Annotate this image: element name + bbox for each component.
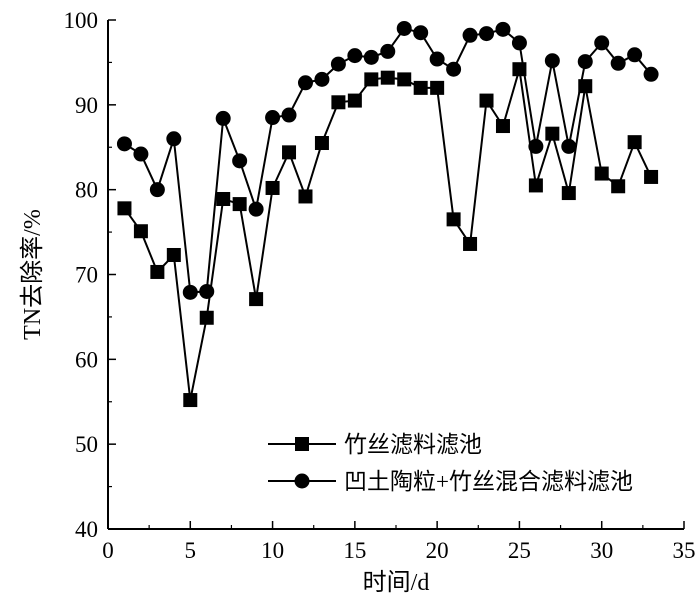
circle-point <box>265 110 281 126</box>
circle-point <box>330 56 346 72</box>
circle-point <box>363 49 379 65</box>
circle-point <box>594 35 610 51</box>
circle-point <box>149 182 165 198</box>
y-tick-label: 100 <box>64 8 99 33</box>
square-point <box>561 186 576 201</box>
x-tick-label: 5 <box>185 538 197 563</box>
y-tick-label: 80 <box>75 178 98 203</box>
square-point <box>216 191 231 206</box>
circle-point <box>281 107 297 123</box>
x-tick-label: 10 <box>261 538 284 563</box>
square-point <box>430 80 445 95</box>
circle-point <box>133 146 149 162</box>
square-point <box>594 166 609 181</box>
square-point <box>528 178 543 193</box>
circle-point <box>347 48 363 64</box>
axes-layer: 0 5 10 15 20 25 30 35 40 50 60 70 80 90 100 <box>64 8 696 563</box>
x-tick-label: 20 <box>426 538 449 563</box>
square-point <box>380 70 395 85</box>
square-point <box>232 197 247 212</box>
x-axis-title: 时间/d <box>363 569 430 596</box>
square-point <box>413 80 428 95</box>
circle-point <box>380 43 396 59</box>
square-point <box>199 310 214 325</box>
y-tick-label: 60 <box>75 347 98 372</box>
circle-point <box>561 138 577 154</box>
square-point <box>166 247 181 262</box>
circle-point <box>462 27 478 43</box>
square-point <box>150 264 165 279</box>
square-point <box>545 126 560 141</box>
x-tick-label: 30 <box>590 538 613 563</box>
circle-point <box>116 136 132 152</box>
circle-point <box>528 138 544 154</box>
series-1 <box>117 62 659 408</box>
square-point <box>463 236 478 251</box>
square-point <box>347 93 362 108</box>
square-point <box>265 180 280 195</box>
square-point <box>397 72 412 87</box>
circle-point <box>643 66 659 82</box>
x-tick-label: 0 <box>102 538 114 563</box>
square-point <box>282 145 297 160</box>
circle-point <box>577 54 593 70</box>
square-point <box>627 135 642 150</box>
circle-point <box>166 131 182 147</box>
square-point <box>495 119 510 134</box>
y-axis-title: TN去除率/% <box>19 209 46 340</box>
y-tick-label: 70 <box>75 263 98 288</box>
square-point <box>331 95 346 110</box>
square-point <box>314 136 329 151</box>
circle-point <box>627 47 643 63</box>
series-2 <box>116 20 659 300</box>
circle-point <box>479 26 495 42</box>
square-point <box>298 189 313 204</box>
x-tick-label: 35 <box>673 538 696 563</box>
circle-point <box>544 53 560 69</box>
circle-point <box>610 55 626 71</box>
y-tick-label: 90 <box>75 93 98 118</box>
legend-label-series-2: 凹土陶粒+竹丝混合滤料滤池 <box>344 469 633 494</box>
square-point <box>479 93 494 108</box>
square-point <box>183 393 198 408</box>
square-point <box>117 201 132 216</box>
y-tick-label: 40 <box>75 517 98 542</box>
circle-point <box>182 284 198 300</box>
circle-point <box>248 201 264 217</box>
square-point <box>611 179 626 194</box>
legend-square-marker <box>295 437 309 451</box>
square-point <box>133 224 148 239</box>
circle-point <box>232 153 248 169</box>
series-1-line <box>123 68 653 401</box>
legend-circle-marker <box>294 473 310 489</box>
circle-point <box>297 75 313 91</box>
legend-label-series-1: 竹丝滤料滤池 <box>344 432 482 457</box>
square-point <box>446 212 461 227</box>
circle-point <box>199 283 215 299</box>
square-point <box>364 72 379 87</box>
series-2-line <box>123 27 652 294</box>
square-point <box>249 292 264 307</box>
circle-point <box>215 110 231 126</box>
circle-point <box>446 61 462 77</box>
circle-point <box>495 21 511 37</box>
circle-point <box>396 20 412 36</box>
x-tick-label: 25 <box>508 538 531 563</box>
circle-point <box>511 35 527 51</box>
circle-point <box>314 71 330 87</box>
circle-point <box>413 25 429 41</box>
series-layer <box>116 20 659 408</box>
legend: 竹丝滤料滤池 凹土陶粒+竹丝混合滤料滤池 <box>268 432 633 494</box>
circle-point <box>429 51 445 67</box>
x-tick-label: 15 <box>343 538 366 563</box>
y-tick-label: 50 <box>75 432 98 457</box>
square-point <box>644 169 659 184</box>
